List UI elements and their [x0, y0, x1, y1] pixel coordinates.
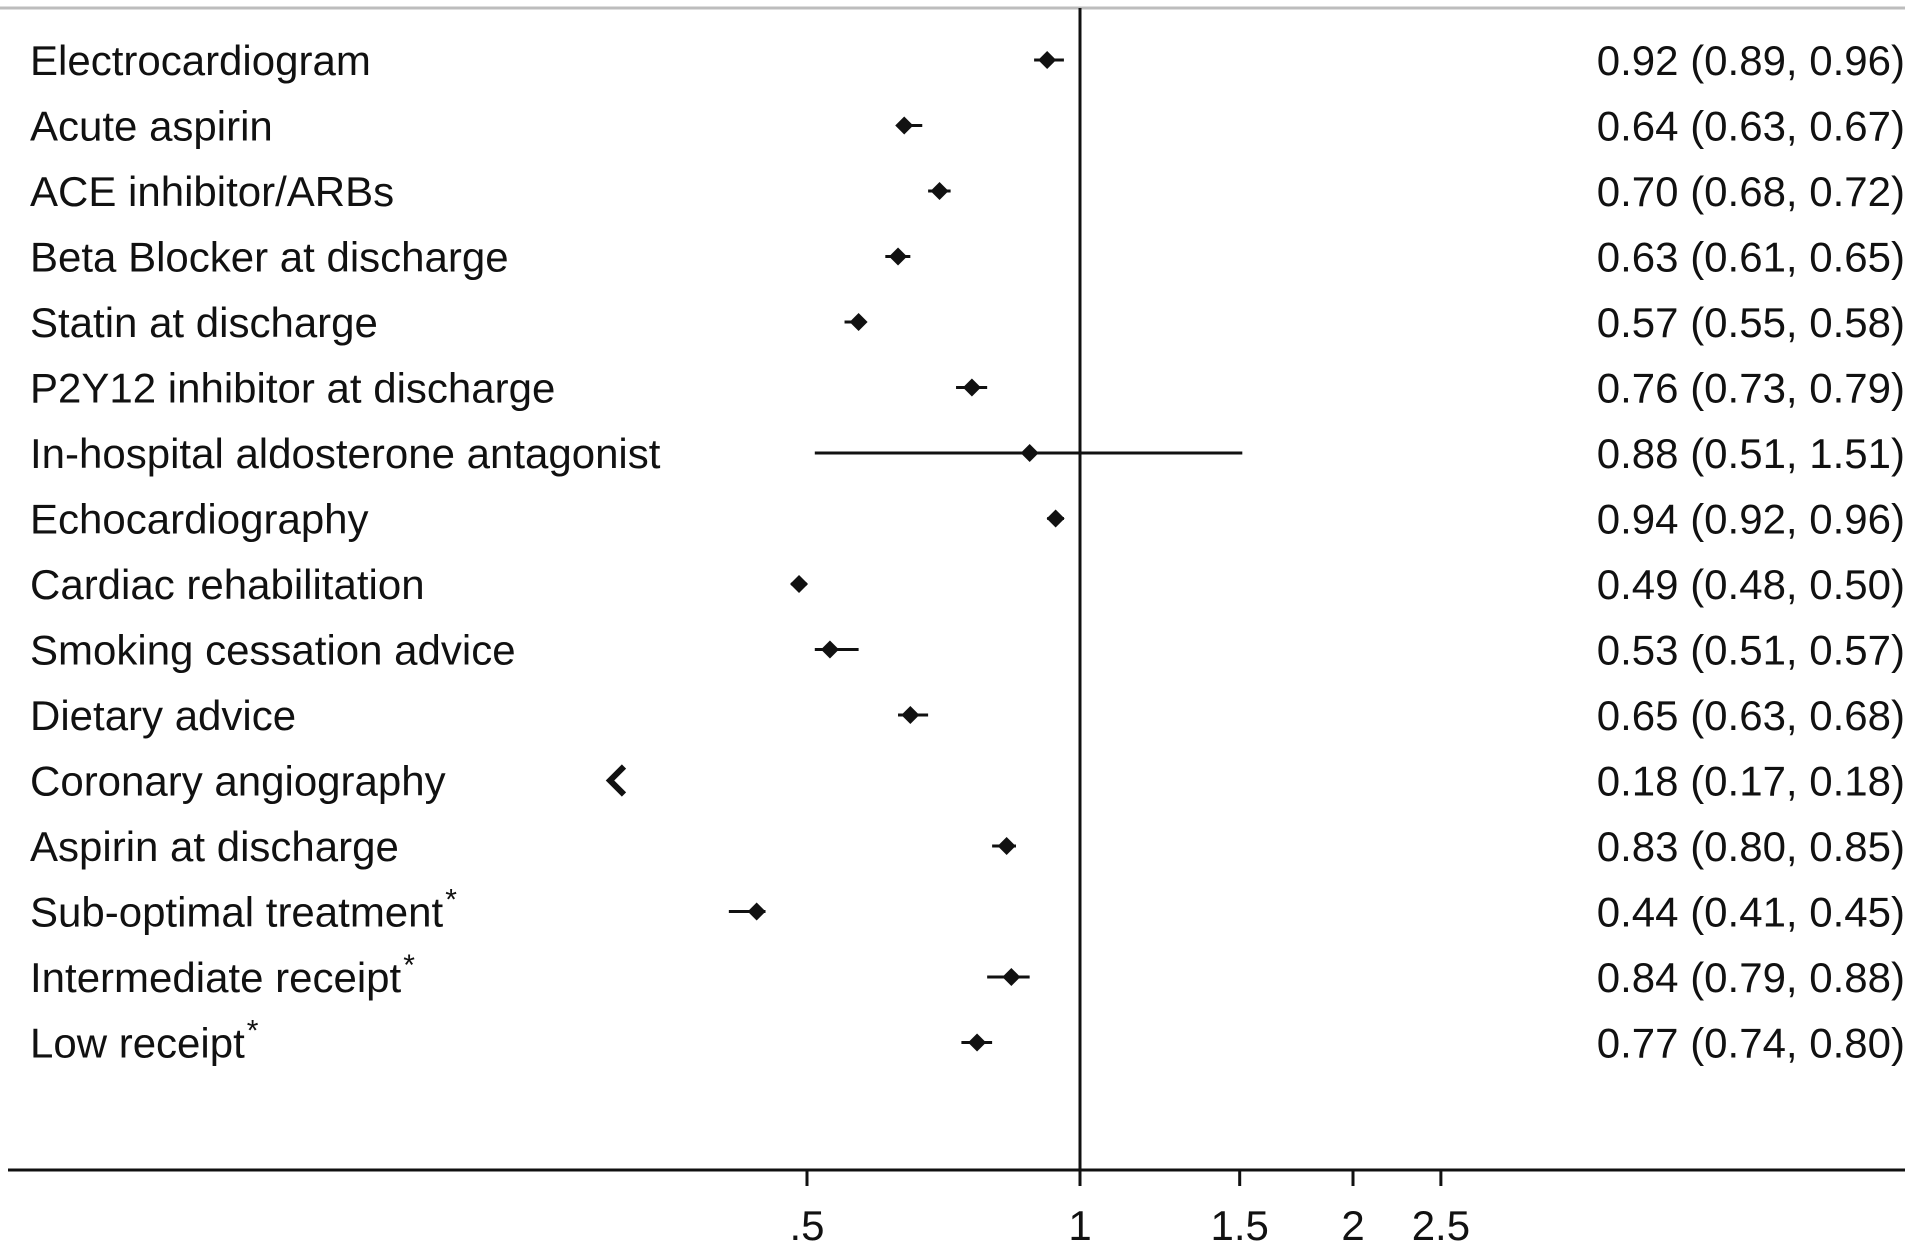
point-estimate-marker	[1002, 968, 1021, 986]
forest-row: Intermediate receipt * 0.84 (0.79, 0.88)	[30, 949, 1905, 1001]
row-estimate-ci: 0.84 (0.79, 0.88)	[1597, 954, 1905, 1001]
x-tick-label: 1.5	[1210, 1202, 1268, 1243]
row-asterisk: *	[403, 949, 415, 982]
row-label: In-hospital aldosterone antagonist	[30, 430, 661, 477]
forest-rows: Electrocardiogram 0.92 (0.89, 0.96) Acute …	[30, 37, 1905, 1067]
row-estimate-ci: 0.63 (0.61, 0.65)	[1597, 234, 1905, 281]
row-label: ACE inhibitor/ARBs	[30, 168, 394, 215]
forest-row: Echocardiography 0.94 (0.92, 0.96)	[30, 496, 1905, 543]
row-label: Aspirin at discharge	[30, 823, 399, 870]
point-estimate-marker	[1038, 51, 1057, 69]
row-label: P2Y12 inhibitor at discharge	[30, 365, 555, 412]
forest-row: In-hospital aldosterone antagonist 0.88 (…	[30, 430, 1905, 477]
row-estimate-ci: 0.44 (0.41, 0.45)	[1597, 889, 1905, 936]
row-label: Intermediate receipt	[30, 954, 402, 1001]
forest-row: ACE inhibitor/ARBs 0.70 (0.68, 0.72)	[30, 168, 1905, 215]
forest-row: Acute aspirin 0.64 (0.63, 0.67)	[30, 103, 1905, 150]
x-axis-ticks: .5 1 1.5 2 2.5	[789, 1170, 1470, 1243]
point-estimate-marker	[968, 1033, 987, 1052]
forest-row: Sub-optimal treatment * 0.44 (0.41, 0.45)	[30, 884, 1905, 936]
point-estimate-marker	[747, 902, 766, 921]
row-estimate-ci: 0.88 (0.51, 1.51)	[1597, 430, 1905, 477]
row-label: Dietary advice	[30, 692, 296, 739]
point-estimate-marker	[790, 575, 809, 593]
row-estimate-ci: 0.76 (0.73, 0.79)	[1597, 365, 1905, 412]
forest-row: Coronary angiography 0.18 (0.17, 0.18)	[30, 758, 1905, 805]
row-label: Cardiac rehabilitation	[30, 561, 425, 608]
point-estimate-marker	[962, 378, 981, 397]
forest-row: Low receipt * 0.77 (0.74, 0.80)	[30, 1015, 1905, 1067]
x-tick-label: 2.5	[1412, 1202, 1470, 1243]
row-estimate-ci: 0.57 (0.55, 0.58)	[1597, 299, 1905, 346]
point-estimate-marker	[1046, 509, 1065, 528]
row-estimate-ci: 0.70 (0.68, 0.72)	[1597, 168, 1905, 215]
forest-row: Electrocardiogram 0.92 (0.89, 0.96)	[30, 37, 1905, 84]
point-estimate-marker	[889, 247, 908, 266]
row-label: Beta Blocker at discharge	[30, 234, 509, 281]
row-label: Echocardiography	[30, 496, 369, 543]
point-estimate-marker	[901, 706, 920, 724]
row-asterisk: *	[247, 1015, 259, 1048]
row-estimate-ci: 0.18 (0.17, 0.18)	[1597, 758, 1905, 805]
point-estimate-marker	[997, 837, 1016, 855]
row-estimate-ci: 0.92 (0.89, 0.96)	[1597, 37, 1905, 84]
row-estimate-ci: 0.65 (0.63, 0.68)	[1597, 692, 1905, 739]
row-estimate-ci: 0.49 (0.48, 0.50)	[1597, 561, 1905, 608]
forest-row: P2Y12 inhibitor at discharge 0.76 (0.73, …	[30, 365, 1905, 412]
forest-row: Statin at discharge 0.57 (0.55, 0.58)	[30, 299, 1905, 346]
row-estimate-ci: 0.94 (0.92, 0.96)	[1597, 496, 1905, 543]
forest-row: Smoking cessation advice 0.53 (0.51, 0.57…	[30, 627, 1905, 674]
row-asterisk: *	[445, 884, 457, 917]
forest-row: Beta Blocker at discharge 0.63 (0.61, 0.6…	[30, 234, 1905, 281]
row-label: Smoking cessation advice	[30, 627, 516, 674]
row-estimate-ci: 0.83 (0.80, 0.85)	[1597, 823, 1905, 870]
row-estimate-ci: 0.53 (0.51, 0.57)	[1597, 627, 1905, 674]
point-estimate-marker	[895, 116, 914, 135]
point-estimate-marker	[930, 182, 949, 200]
forest-row: Aspirin at discharge 0.83 (0.80, 0.85)	[30, 823, 1905, 870]
x-tick-label: .5	[789, 1202, 824, 1243]
point-estimate-marker	[1020, 444, 1039, 462]
point-estimate-marker	[820, 640, 839, 659]
row-label: Acute aspirin	[30, 103, 273, 150]
point-estimate-marker	[849, 313, 868, 331]
row-estimate-ci: 0.77 (0.74, 0.80)	[1597, 1020, 1905, 1067]
off-scale-arrow	[605, 764, 627, 797]
row-label: Electrocardiogram	[30, 37, 371, 84]
row-label: Coronary angiography	[30, 758, 446, 805]
row-estimate-ci: 0.64 (0.63, 0.67)	[1597, 103, 1905, 150]
row-label: Sub-optimal treatment	[30, 889, 444, 936]
x-tick-label: 1	[1068, 1202, 1091, 1243]
forest-row: Cardiac rehabilitation 0.49 (0.48, 0.50)	[30, 561, 1905, 608]
forest-row: Dietary advice 0.65 (0.63, 0.68)	[30, 692, 1905, 739]
row-label: Low receipt	[30, 1020, 245, 1067]
row-label: Statin at discharge	[30, 299, 378, 346]
x-tick-label: 2	[1341, 1202, 1364, 1243]
